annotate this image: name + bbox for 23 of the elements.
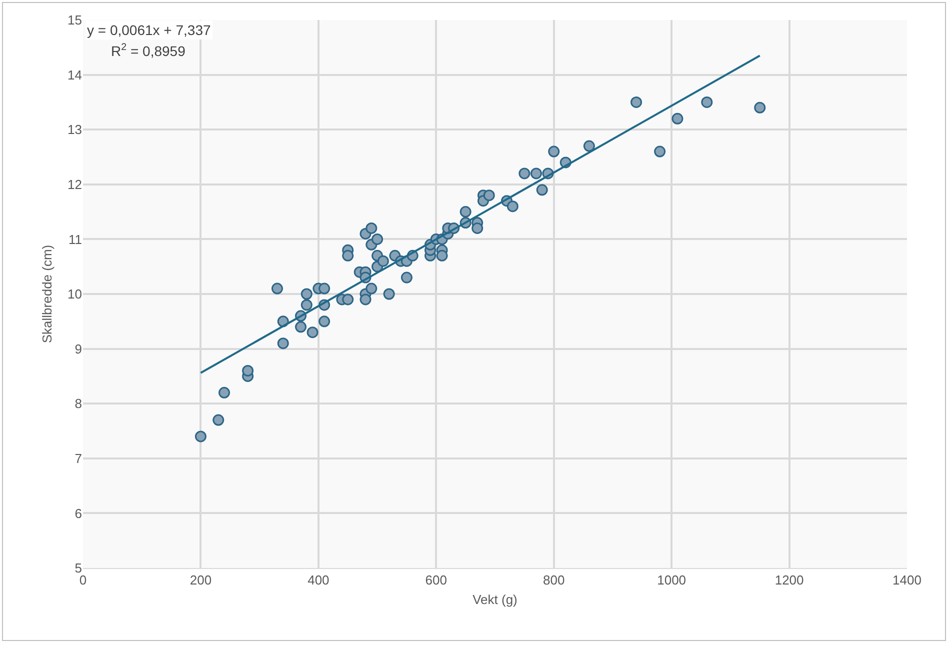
x-tick-label: 0 [79, 572, 87, 588]
annotation: y = 0,0061x + 7,337 [87, 22, 211, 38]
x-tick-label: 800 [543, 572, 565, 588]
y-tick-label: 8 [74, 396, 82, 412]
x-tick-label: 600 [425, 572, 447, 588]
y-tick-label: 5 [74, 560, 82, 576]
annotation: R$^{2}$ = 0,8959 [111, 42, 186, 59]
x-tick-label: 400 [308, 572, 330, 588]
y-tick-label: 6 [74, 506, 82, 521]
y-tick-label: 10 [68, 286, 82, 302]
y-tick-label: 9 [74, 341, 82, 356]
x-tick-label: 1000 [657, 572, 686, 588]
y-axis-title: Skallbredde (cm) [39, 244, 54, 344]
y-tick-label: 14 [68, 67, 82, 82]
x-tick-label: 1400 [892, 572, 922, 588]
y-tick-label: 15 [68, 12, 82, 28]
x-axis-title: Vekt (g) [472, 592, 518, 608]
y-tick-label: 12 [68, 176, 82, 192]
x-tick-label: 1200 [774, 572, 804, 588]
y-tick-label: 7 [74, 450, 82, 466]
y-tick-label: 13 [68, 122, 82, 138]
x-tick-label: 200 [190, 572, 212, 588]
y-tick-label: 11 [68, 232, 82, 247]
